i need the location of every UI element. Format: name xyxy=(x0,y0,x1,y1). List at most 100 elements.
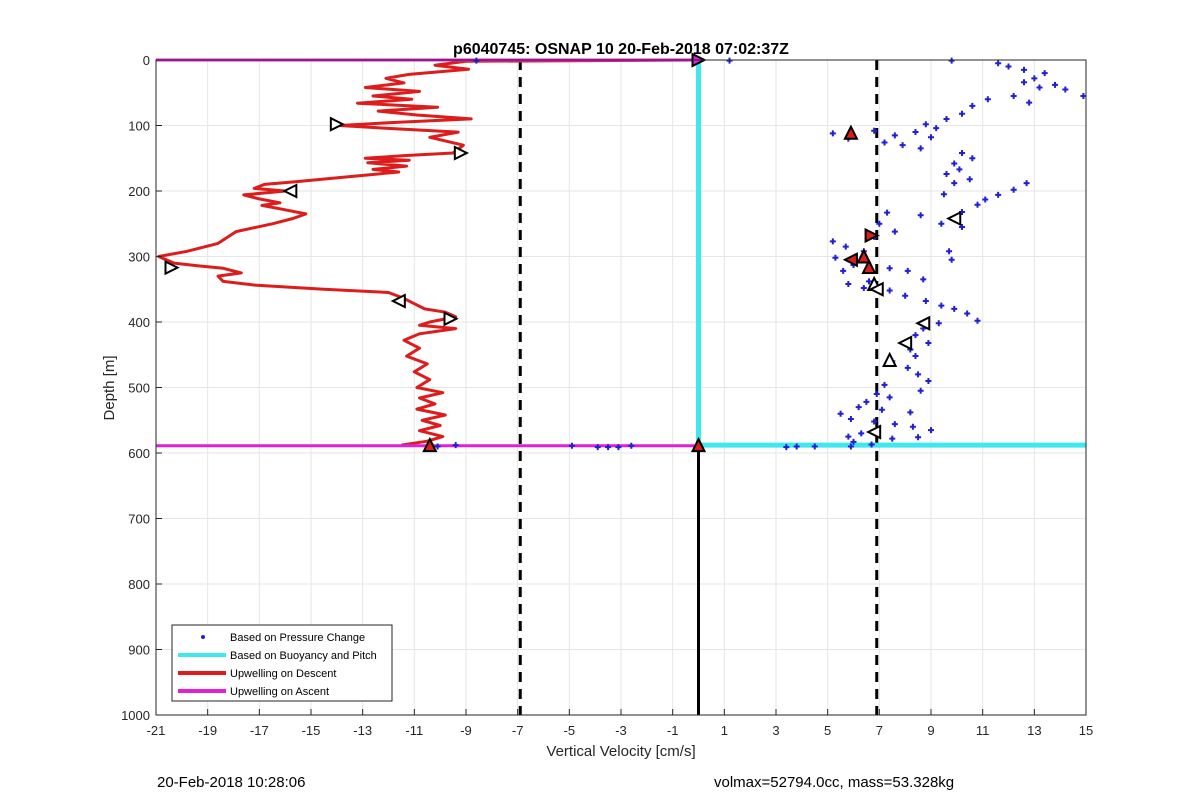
direction-marker xyxy=(443,311,459,327)
pressure-change-point xyxy=(969,155,976,162)
pressure-change-point xyxy=(912,129,919,136)
pressure-change-point xyxy=(951,305,958,312)
axis-ticks: -21 -19 -17 -15 -13 -11 -9 -7 -5 -3 -1 1 3 5 7 9 11 13 150… xyxy=(121,53,1093,738)
direction-marker xyxy=(329,116,346,132)
direction-marker xyxy=(282,183,298,199)
y-tick-label: 200 xyxy=(128,184,150,199)
chart-title: p6040745: OSNAP 10 20-Feb-2018 07:02:37Z xyxy=(453,41,789,58)
pressure-change-point xyxy=(956,166,963,173)
pressure-change-point xyxy=(935,320,942,327)
direction-marker xyxy=(390,293,406,309)
pressure-change-point xyxy=(840,267,847,274)
y-tick-label: 500 xyxy=(128,381,150,396)
depth-velocity-chart: p6040745: OSNAP 10 20-Feb-2018 07:02:37Z… xyxy=(101,41,1093,760)
pressure-change-point xyxy=(917,212,924,219)
x-tick-label: -3 xyxy=(615,723,627,738)
pressure-change-point xyxy=(925,339,932,346)
pressure-change-point xyxy=(842,243,849,250)
legend-label: Upwelling on Descent xyxy=(230,668,336,680)
pressure-change-point xyxy=(1023,180,1030,187)
x-tick-label: 9 xyxy=(927,723,934,738)
pressure-change-point xyxy=(832,254,839,261)
pressure-change-point xyxy=(974,317,981,324)
direction-marker xyxy=(896,335,913,351)
y-tick-label: 1000 xyxy=(121,708,150,723)
x-tick-label: 1 xyxy=(721,723,728,738)
pressure-change-point xyxy=(948,57,955,64)
pressure-change-point xyxy=(605,444,612,451)
x-tick-label: 5 xyxy=(824,723,831,738)
pressure-change-point xyxy=(568,442,575,449)
pressure-change-point xyxy=(473,57,480,64)
direction-marker xyxy=(882,351,898,367)
pressure-change-point xyxy=(1010,93,1017,100)
pressure-change-point xyxy=(793,443,800,450)
pressure-change-point xyxy=(873,391,880,398)
pressure-change-point xyxy=(1062,86,1069,93)
pressure-change-point xyxy=(1041,70,1048,77)
pressure-change-point xyxy=(881,381,888,388)
pressure-change-point xyxy=(850,438,857,445)
x-tick-label: -17 xyxy=(250,723,269,738)
pressure-change-point xyxy=(863,398,870,405)
pressure-change-point xyxy=(845,433,852,440)
pressure-change-point xyxy=(881,139,888,146)
pressure-change-point xyxy=(974,201,981,208)
pressure-change-point xyxy=(902,292,909,299)
y-tick-label: 400 xyxy=(128,315,150,330)
pressure-change-point xyxy=(871,418,878,425)
pressure-change-point xyxy=(928,427,934,434)
pressure-change-point xyxy=(886,287,893,294)
pressure-change-point xyxy=(959,150,965,157)
pressure-change-point xyxy=(1005,63,1012,70)
pressure-change-point xyxy=(628,442,635,449)
x-tick-label: -15 xyxy=(302,723,321,738)
x-tick-label: -11 xyxy=(405,723,423,738)
pressure-change-point xyxy=(829,238,836,245)
pressure-change-point xyxy=(1026,99,1033,106)
reference-lines xyxy=(518,60,879,715)
pressure-change-point xyxy=(871,127,878,134)
pressure-change-point xyxy=(943,170,950,177)
upwelling-on-descent-line xyxy=(157,58,699,447)
x-tick-label: 15 xyxy=(1079,723,1093,738)
direction-marker xyxy=(842,252,858,268)
pressure-change-point xyxy=(946,248,953,255)
pressure-change-point xyxy=(948,256,955,263)
y-tick-label: 300 xyxy=(128,250,150,265)
pressure-change-point xyxy=(907,409,914,416)
pressure-change-point xyxy=(904,267,911,274)
pressure-change-point xyxy=(917,145,924,152)
pressure-change-point xyxy=(615,444,622,451)
pressure-change-point xyxy=(938,220,945,227)
pressure-change-point xyxy=(909,423,916,430)
pressure-change-point xyxy=(884,209,891,216)
pressure-change-point xyxy=(868,441,875,448)
pressure-change-point xyxy=(912,332,919,339)
x-tick-label: -19 xyxy=(198,723,217,738)
direction-marker xyxy=(856,248,872,264)
pressure-change-point xyxy=(959,224,965,231)
x-tick-label: -13 xyxy=(353,723,372,738)
pressure-change-point xyxy=(845,281,852,288)
x-tick-label: 3 xyxy=(772,723,779,738)
footer-summary: volmax=52794.0cc, mass=53.328kg xyxy=(714,774,955,791)
x-tick-label: 7 xyxy=(876,723,883,738)
y-tick-label: 800 xyxy=(128,577,150,592)
pressure-change-point xyxy=(829,130,836,137)
legend-box xyxy=(171,624,393,702)
direction-marker xyxy=(915,315,931,331)
direction-marker xyxy=(861,258,877,274)
pressure-change-point xyxy=(866,278,872,285)
pressure-change-point xyxy=(917,387,924,394)
pressure-change-point xyxy=(922,298,929,305)
pressure-change-point xyxy=(925,377,932,384)
pressure-change-point xyxy=(995,191,1002,198)
x-tick-label: -1 xyxy=(667,723,679,738)
pressure-change-point xyxy=(1080,93,1087,100)
legend-label: Based on Buoyancy and Pitch xyxy=(230,650,377,662)
legend-label: Upwelling on Ascent xyxy=(230,686,329,698)
pressure-change-point xyxy=(951,180,958,187)
y-tick-label: 700 xyxy=(128,512,150,527)
pressure-change-point xyxy=(858,430,865,437)
